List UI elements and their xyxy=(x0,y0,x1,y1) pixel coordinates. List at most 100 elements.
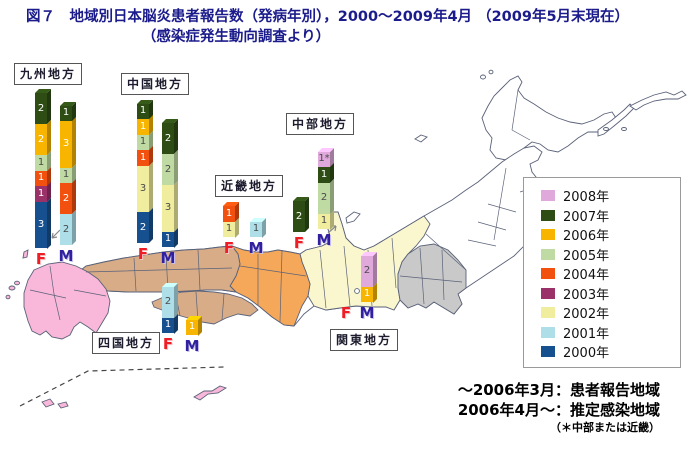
stacked-bar: 1 3 1 2 2 xyxy=(60,105,72,245)
bar-segment-value: 2 xyxy=(320,192,328,203)
female-label: F xyxy=(340,304,352,322)
bar-segment: 3 xyxy=(60,121,72,168)
stacked-bar: 2 2 3 1 xyxy=(162,123,174,247)
stacked-bar: 2 xyxy=(293,201,305,232)
bar-segment: 2 xyxy=(60,214,72,245)
sado-island xyxy=(345,211,361,224)
figure-title-line1: 図７ 地域別日本脳炎患者報告数（発病年別），2000〜2009年4月 （2009… xyxy=(26,9,630,25)
female-label: F xyxy=(293,234,305,252)
bar-segment: 1 xyxy=(318,167,330,183)
legend-item: 2006年 xyxy=(541,225,680,245)
bar-segment: 2 xyxy=(318,182,330,214)
small-island xyxy=(480,74,486,80)
inset-boundary-line xyxy=(19,366,225,407)
izu-oshima-island xyxy=(354,288,360,294)
bar-segment-value: 1 xyxy=(164,233,172,245)
region-label: 四国地方 xyxy=(92,332,161,354)
bar-segment-value: 3 xyxy=(139,182,147,194)
okushiri-island xyxy=(414,134,428,143)
small-island xyxy=(488,69,494,75)
bar-segment-value: 2 xyxy=(37,133,45,145)
bar-segment-value: 1 xyxy=(139,120,147,132)
region-label: 中国地方 xyxy=(121,73,190,95)
bar-segment-value: 1 xyxy=(37,156,45,168)
prefecture-borders xyxy=(29,167,539,323)
bar-segment: 2 xyxy=(162,154,174,185)
region-label: 九州地方 xyxy=(14,63,83,85)
bar-segment-value: 1 xyxy=(62,169,70,181)
bar-segment-value: 3 xyxy=(37,218,45,230)
male-label: M xyxy=(316,231,332,249)
bar-segment: 1 xyxy=(35,155,47,171)
amami-island xyxy=(193,385,228,401)
bar-segment-value: 1 xyxy=(320,168,328,180)
bar-segment: 1 xyxy=(137,134,149,150)
bar-segment-value: 1 xyxy=(225,207,233,219)
bar-segment: 1 xyxy=(137,119,149,135)
chugoku-region xyxy=(75,245,241,293)
footnote-line3: （＊中部または近畿） xyxy=(550,421,660,434)
legend-label: 2005年 xyxy=(563,248,610,264)
region-label: 関東地方 xyxy=(330,329,399,351)
bar-segment: 2 xyxy=(162,286,174,318)
stacked-bar: 1 xyxy=(250,221,262,237)
bar-segment-value: 2 xyxy=(37,102,45,114)
leader-arrow-icon xyxy=(51,229,61,239)
bar-segment: 2 xyxy=(293,201,305,232)
legend-swatch xyxy=(541,287,555,299)
female-label: F xyxy=(35,250,47,268)
nansei-island xyxy=(57,401,69,409)
stacked-bar: 1 xyxy=(186,319,198,335)
bar-segment-value: 2 xyxy=(139,221,147,233)
bar-segment-value: 1 xyxy=(139,105,147,117)
bar-segment-value: 1 xyxy=(252,223,260,235)
bar-segment-value: 2 xyxy=(295,210,303,222)
legend-label: 2006年 xyxy=(563,229,610,245)
bar-segment-value: 2 xyxy=(62,192,70,204)
legend-item: 2005年 xyxy=(541,245,680,265)
bar-segment-value: 1 xyxy=(139,151,147,163)
bar-segment-value: 1 xyxy=(62,107,70,119)
legend-label: 2004年 xyxy=(563,268,610,284)
stacked-bar: 2 2 1 1 1 3 xyxy=(35,93,47,248)
bar-segment-value: 1 xyxy=(363,288,371,300)
small-island xyxy=(8,285,16,291)
bar-segment: 1 xyxy=(35,170,47,186)
male-label: M xyxy=(58,247,74,265)
bar-segment: 1 xyxy=(137,150,149,166)
footnote-line2: 2006年4月〜：推定感染地域 xyxy=(457,400,660,419)
small-island xyxy=(14,280,20,286)
bar-segment: 1 xyxy=(35,186,47,202)
bar-segment: 3 xyxy=(137,165,149,212)
legend: 2008年 2007年 2006年 2005年 2004年 2003年 2002年 2001年… xyxy=(523,177,681,368)
bar-segment-value: 1 xyxy=(188,321,196,333)
legend-label: 2003年 xyxy=(563,287,610,303)
figure-title: 図７ 地域別日本脳炎患者報告数（発病年別），2000〜2009年4月 （2009… xyxy=(26,8,686,47)
bar-segment: 2 xyxy=(60,183,72,214)
bar-segment-value: 1* xyxy=(318,153,330,165)
bar-segment-value: 1 xyxy=(320,215,328,227)
bar-segment: 1 xyxy=(318,213,330,229)
bar-segment: 2 xyxy=(35,93,47,124)
small-island xyxy=(621,127,627,131)
tsushima-island xyxy=(22,249,29,259)
legend-label: 2001年 xyxy=(563,326,610,342)
legend-item: 2004年 xyxy=(541,264,680,284)
bar-segment-value: 2 xyxy=(62,223,70,235)
legend-swatch xyxy=(541,190,555,202)
female-label: F xyxy=(162,335,174,353)
etorofu-island xyxy=(629,90,687,111)
bar-segment-value: 3 xyxy=(164,202,172,214)
legend-swatch xyxy=(541,248,555,260)
bar-segment-value: 2 xyxy=(363,265,371,276)
footnote-line1: 〜2006年3月：患者報告地域 xyxy=(457,381,660,399)
stacked-bar: 1 1 1 1 3 2 xyxy=(137,103,149,243)
legend-swatch xyxy=(541,268,555,280)
legend-item: 2001年 xyxy=(541,323,680,343)
bar-segment-value: 1 xyxy=(139,136,147,148)
bar-segment-value: 2 xyxy=(164,132,172,144)
legend-swatch xyxy=(541,209,555,221)
legend-item: 2000年 xyxy=(541,342,680,362)
